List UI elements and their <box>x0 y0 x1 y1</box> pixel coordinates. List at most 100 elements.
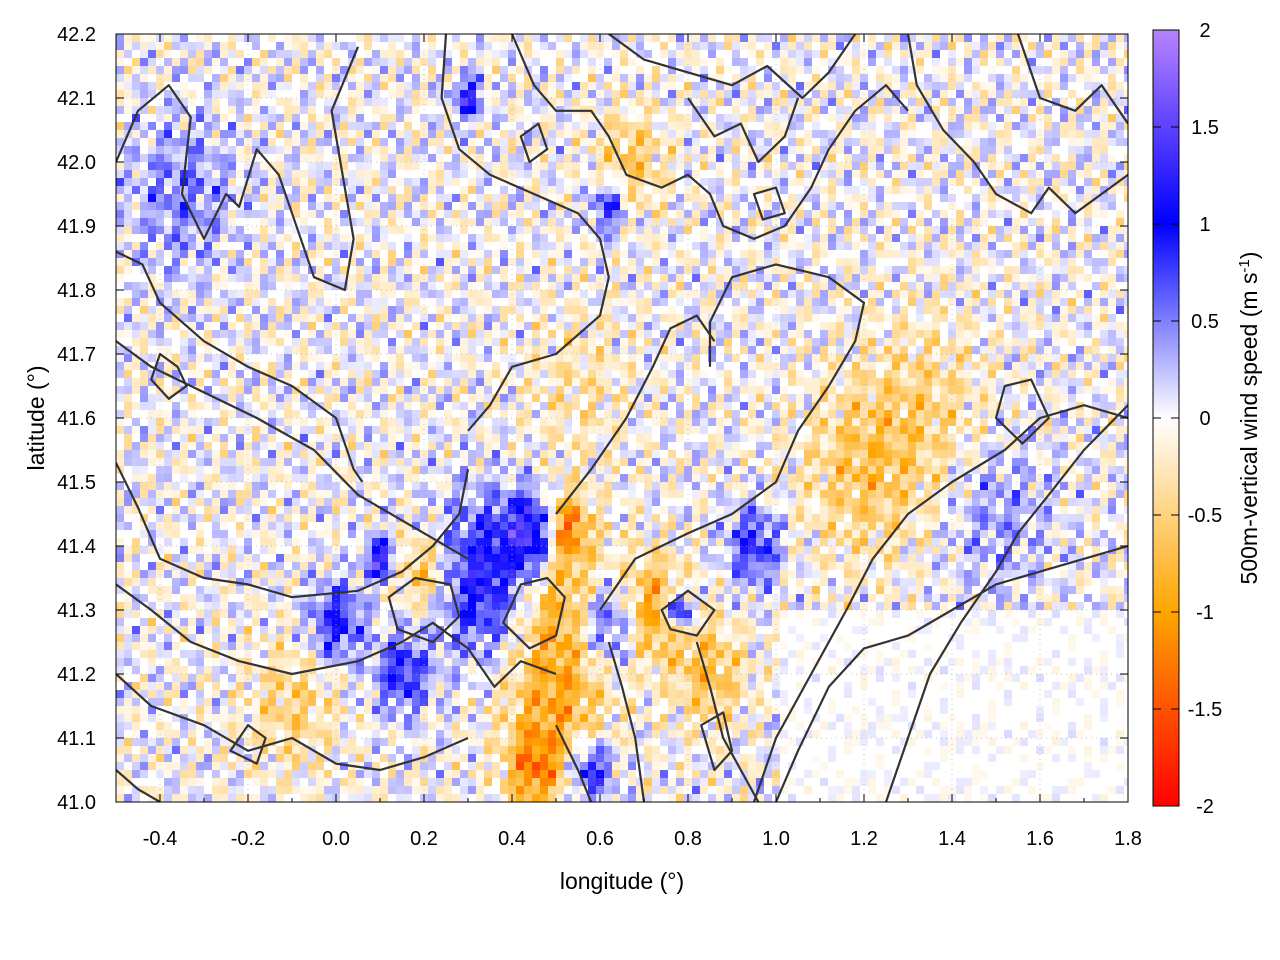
heat-cell <box>372 194 380 202</box>
heat-cell <box>516 386 524 394</box>
heat-cell <box>1124 250 1128 258</box>
heat-cell <box>644 90 652 98</box>
heat-cell <box>508 378 516 386</box>
heat-cell <box>884 274 892 282</box>
heat-cell <box>876 170 884 178</box>
heat-cell <box>1100 386 1108 394</box>
heat-cell <box>980 154 988 162</box>
heat-cell <box>852 194 860 202</box>
heat-cell <box>212 50 220 58</box>
heat-cell <box>524 90 532 98</box>
heat-cell <box>308 90 316 98</box>
heat-cell <box>828 114 836 122</box>
heat-cell <box>1012 122 1020 130</box>
heat-cell <box>340 242 348 250</box>
heat-cell <box>500 186 508 194</box>
heat-cell <box>788 50 796 58</box>
heat-cell <box>556 250 564 258</box>
heat-cell <box>324 218 332 226</box>
heat-cell <box>356 354 364 362</box>
heat-cell <box>564 66 572 74</box>
heat-cell <box>748 114 756 122</box>
heat-cell <box>916 178 924 186</box>
heat-cell <box>148 306 156 314</box>
heat-cell <box>700 210 708 218</box>
heat-cell <box>308 378 316 386</box>
heat-cell <box>1044 178 1052 186</box>
heat-cell <box>924 202 932 210</box>
heat-cell <box>908 114 916 122</box>
heat-cell <box>204 386 212 394</box>
heat-cell <box>700 226 708 234</box>
heat-cell <box>588 74 596 82</box>
heat-cell <box>732 226 740 234</box>
heat-cell <box>444 282 452 290</box>
heat-cell <box>716 218 724 226</box>
heat-cell <box>644 298 652 306</box>
heat-cell <box>1100 50 1108 58</box>
heat-cell <box>164 170 172 178</box>
heat-cell <box>284 138 292 146</box>
heat-cell <box>220 186 228 194</box>
heat-cell <box>1012 282 1020 290</box>
heat-cell <box>308 186 316 194</box>
heat-cell <box>476 386 484 394</box>
heat-cell <box>188 178 196 186</box>
heat-cell <box>396 218 404 226</box>
heat-cell <box>420 74 428 82</box>
heat-cell <box>516 314 524 322</box>
heat-cell <box>764 162 772 170</box>
heat-cell <box>188 114 196 122</box>
heat-cell <box>164 178 172 186</box>
heat-cell <box>1068 282 1076 290</box>
heat-cell <box>236 114 244 122</box>
heat-cell <box>220 226 228 234</box>
heat-cell <box>676 138 684 146</box>
heat-cell <box>516 410 524 418</box>
heat-cell <box>268 330 276 338</box>
heat-cell <box>540 234 548 242</box>
heat-cell <box>812 338 820 346</box>
heat-cell <box>1068 338 1076 346</box>
heat-cell <box>132 66 140 74</box>
heat-cell <box>316 354 324 362</box>
heat-cell <box>380 362 388 370</box>
heat-cell <box>572 314 580 322</box>
heat-cell <box>260 306 268 314</box>
heat-cell <box>332 194 340 202</box>
heat-cell <box>1044 274 1052 282</box>
heat-cell <box>156 242 164 250</box>
heat-cell <box>724 154 732 162</box>
heat-cell <box>372 410 380 418</box>
heat-cell <box>972 42 980 50</box>
heat-cell <box>140 290 148 298</box>
heat-cell <box>1108 354 1116 362</box>
heat-cell <box>1084 90 1092 98</box>
heat-cell <box>340 330 348 338</box>
heat-cell <box>292 130 300 138</box>
heat-cell <box>844 154 852 162</box>
heat-cell <box>1116 106 1124 114</box>
heat-cell <box>628 370 636 378</box>
heat-cell <box>220 290 228 298</box>
heat-cell <box>228 146 236 154</box>
heat-cell <box>828 90 836 98</box>
heat-cell <box>788 346 796 354</box>
heat-cell <box>988 210 996 218</box>
heat-cell <box>708 290 716 298</box>
heat-cell <box>636 202 644 210</box>
heat-cell <box>828 322 836 330</box>
heat-cell <box>596 362 604 370</box>
heat-cell <box>916 242 924 250</box>
heat-cell <box>140 210 148 218</box>
heat-cell <box>1108 274 1116 282</box>
heat-cell <box>188 250 196 258</box>
heat-cell <box>380 394 388 402</box>
heat-cell <box>732 314 740 322</box>
heat-cell <box>212 146 220 154</box>
heat-cell <box>692 338 700 346</box>
heat-cell <box>980 186 988 194</box>
heat-cell <box>668 162 676 170</box>
heat-cell <box>236 154 244 162</box>
heat-cell <box>356 370 364 378</box>
